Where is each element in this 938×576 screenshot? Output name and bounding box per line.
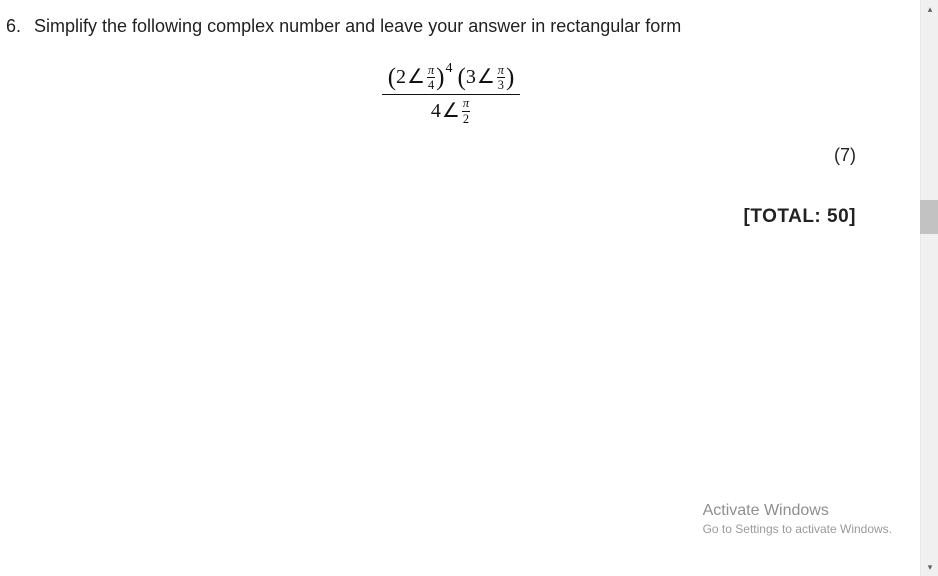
- scroll-down-arrow-icon[interactable]: ▾: [921, 558, 938, 576]
- exponent: 4: [445, 61, 453, 76]
- fraction: (2∠π4)4 (3∠π3) 4∠π2: [382, 61, 521, 125]
- denom: 4: [427, 78, 435, 91]
- denominator: 4∠π2: [382, 95, 521, 125]
- angle-symbol: ∠: [476, 66, 496, 88]
- vertical-scrollbar[interactable]: ▴ ▾: [920, 0, 938, 576]
- formula-block: (2∠π4)4 (3∠π3) 4∠π2: [6, 61, 896, 125]
- windows-activation-watermark: Activate Windows Go to Settings to activ…: [703, 502, 892, 536]
- small-fraction: π3: [496, 64, 506, 92]
- magnitude: 3: [466, 66, 476, 88]
- scroll-up-arrow-icon[interactable]: ▴: [921, 0, 938, 18]
- pi: π: [497, 64, 505, 78]
- pi: π: [427, 64, 435, 78]
- magnitude: 2: [396, 66, 406, 88]
- paren-close: ): [436, 64, 444, 91]
- denom: 3: [497, 78, 505, 91]
- angle-symbol: ∠: [441, 100, 461, 122]
- question-line: 6. Simplify the following complex number…: [6, 14, 896, 39]
- small-fraction: π2: [461, 97, 471, 125]
- document-page: 6. Simplify the following complex number…: [0, 0, 920, 576]
- pi: π: [462, 97, 470, 111]
- paren-open: (: [388, 64, 396, 91]
- total-value: 50]: [827, 206, 856, 227]
- total-line: [TOTAL: 50]: [6, 206, 896, 228]
- magnitude: 4: [431, 100, 441, 122]
- angle-symbol: ∠: [406, 66, 426, 88]
- question-number: 6.: [6, 14, 24, 39]
- formula: (2∠π4)4 (3∠π3) 4∠π2: [382, 61, 521, 125]
- question-text: Simplify the following complex number an…: [34, 14, 681, 39]
- paren-close: ): [506, 64, 514, 91]
- scroll-thumb[interactable]: [920, 200, 938, 234]
- numerator: (2∠π4)4 (3∠π3): [382, 61, 521, 95]
- denom: 2: [462, 112, 470, 125]
- small-fraction: π4: [426, 64, 436, 92]
- watermark-title: Activate Windows: [703, 502, 892, 520]
- watermark-subtitle: Go to Settings to activate Windows.: [703, 522, 892, 536]
- marks: (7): [6, 145, 896, 166]
- total-label: [TOTAL:: [744, 206, 822, 227]
- paren-open: (: [458, 64, 466, 91]
